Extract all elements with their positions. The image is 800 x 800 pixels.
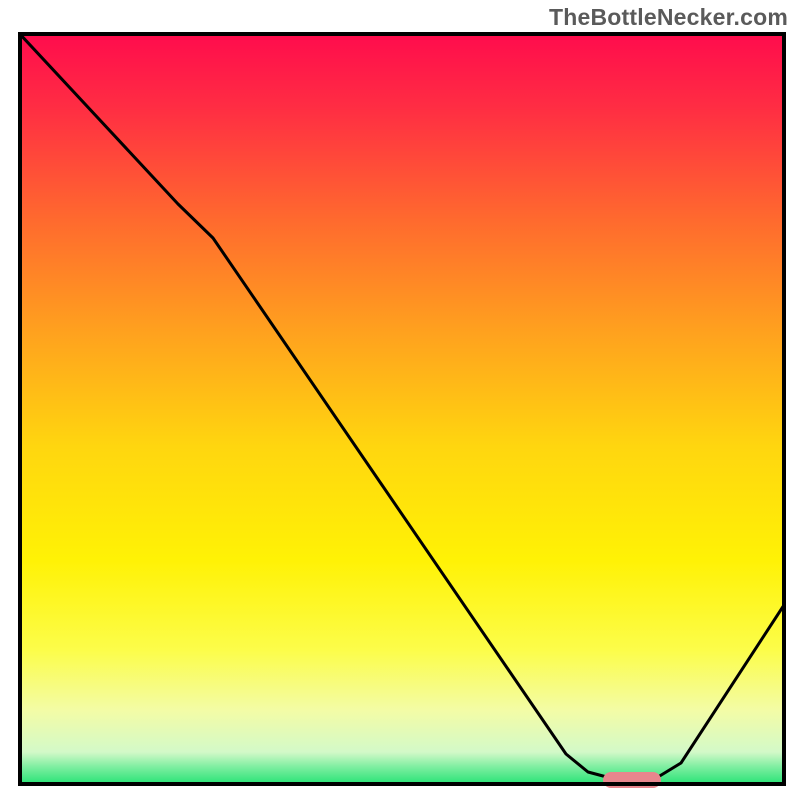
gradient-background	[18, 32, 786, 786]
optimum-marker	[603, 772, 661, 788]
watermark-text: TheBottleNecker.com	[549, 4, 788, 31]
chart-container: TheBottleNecker.com	[0, 0, 800, 800]
plot-area	[18, 32, 786, 786]
